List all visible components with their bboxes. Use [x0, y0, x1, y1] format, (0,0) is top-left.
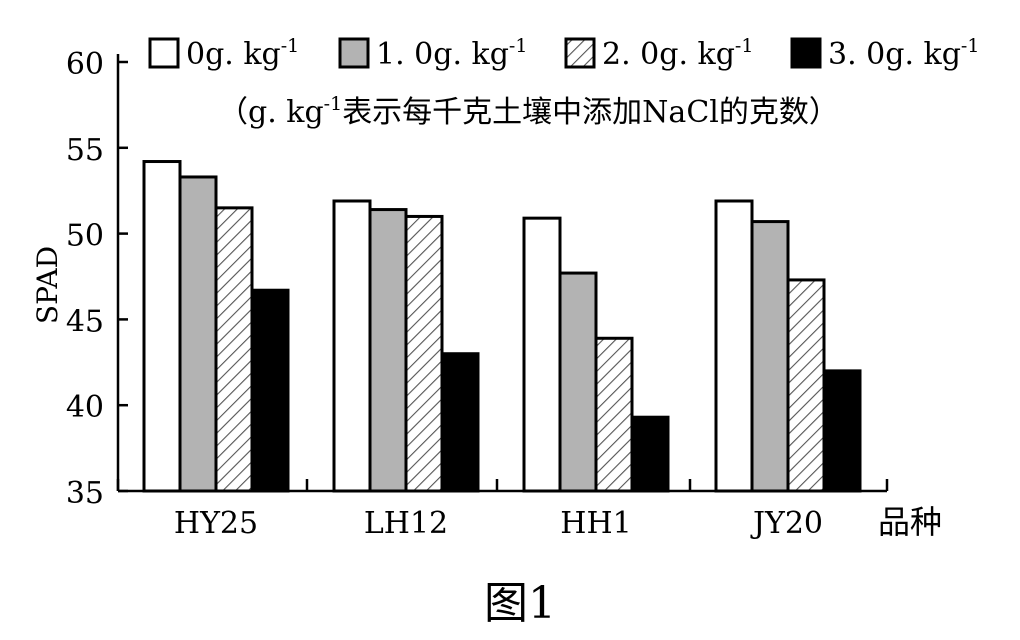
y-axis-label: SPAD — [31, 246, 64, 324]
bar-HH1-series-3 — [594, 336, 634, 493]
bar-JY20-series-4 — [822, 369, 862, 493]
bar-HY25-series-3 — [214, 206, 254, 493]
legend-note: （g. kg-1表示每千克土壤中添加NaCl的克数） — [218, 93, 839, 130]
x-tick-label: HH1 — [560, 506, 631, 541]
x-tick-label: JY20 — [750, 506, 823, 541]
bar-JY20-series-2 — [750, 220, 790, 493]
bar-HY25-series-2 — [178, 175, 218, 493]
legend-swatch — [790, 37, 822, 69]
legend-swatch — [564, 37, 596, 69]
y-tick-label: 45 — [66, 304, 104, 339]
bar-JY20-series-1 — [714, 199, 754, 493]
bar-JY20-series-3 — [786, 278, 826, 493]
bar-LH12-series-1 — [332, 199, 372, 493]
bar-HH1-series-1 — [522, 216, 562, 493]
legend-swatch — [148, 37, 180, 69]
bar-HY25-series-1 — [142, 160, 182, 493]
legend-label: 3. 0g. kg-1 — [828, 35, 979, 72]
legend-label: 0g. kg-1 — [186, 35, 299, 72]
y-tick-label: 55 — [66, 133, 104, 168]
legend-label: 1. 0g. kg-1 — [376, 35, 527, 72]
legend-label: 2. 0g. kg-1 — [602, 35, 753, 72]
x-tick-labels: HY25 LH12 HH1 JY20 — [174, 506, 823, 541]
x-tick-label: HY25 — [174, 506, 258, 541]
bar-LH12-series-4 — [440, 352, 480, 493]
bar-LH12-series-2 — [368, 208, 408, 493]
x-tick-label: LH12 — [364, 506, 448, 541]
y-tick-label: 40 — [66, 390, 104, 425]
axes: 35 40 45 50 55 60 — [66, 47, 889, 511]
y-tick-label: 50 — [66, 219, 104, 254]
y-tick-label: 60 — [66, 47, 104, 82]
bar-HH1-series-2 — [558, 271, 598, 493]
y-tick-label: 35 — [66, 476, 104, 511]
bar-HH1-series-4 — [630, 415, 670, 493]
legend-swatch — [338, 37, 370, 69]
x-axis-label: 品种 — [878, 503, 942, 541]
bar-HY25-series-4 — [250, 288, 290, 493]
bars — [142, 160, 862, 493]
figure-caption: 图1 — [484, 578, 556, 629]
bar-LH12-series-3 — [404, 214, 444, 493]
legend: 0g. kg-1 1. 0g. kg-1 2. 0g. kg-1 3. 0g. kg-… — [148, 35, 979, 72]
